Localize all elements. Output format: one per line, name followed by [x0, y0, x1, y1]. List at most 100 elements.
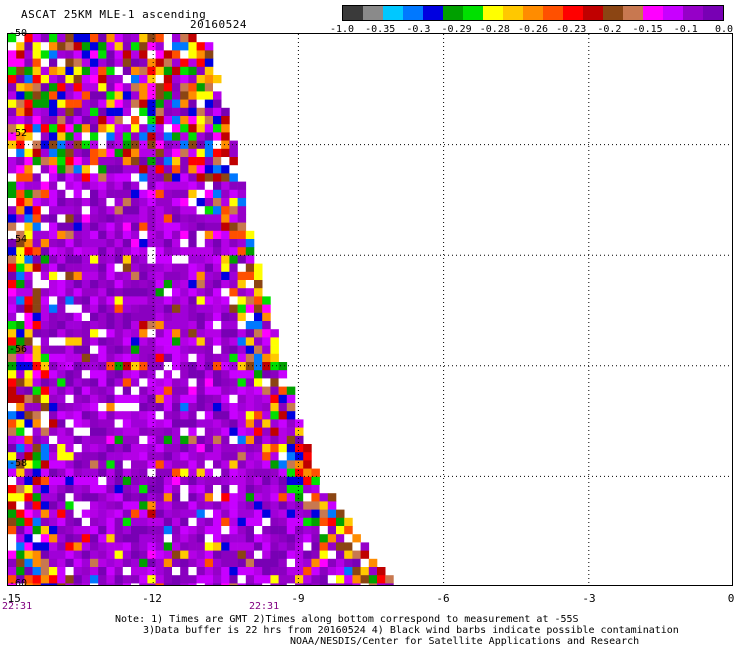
data-cell — [155, 493, 165, 502]
data-cell — [16, 534, 25, 543]
colorbar-swatch — [343, 6, 363, 20]
data-cell — [155, 99, 165, 109]
data-cell — [180, 542, 189, 551]
data-cell — [221, 329, 230, 338]
data-cell — [229, 173, 238, 182]
data-cell — [180, 222, 189, 232]
data-cell — [8, 575, 17, 584]
data-cell — [131, 34, 140, 43]
data-cell — [65, 567, 74, 576]
data-cell — [122, 517, 132, 527]
data-cell — [24, 124, 33, 133]
data-cell — [65, 107, 74, 117]
data-cell — [221, 558, 230, 568]
data-cell — [81, 132, 91, 141]
data-cell — [204, 304, 214, 314]
data-cell — [73, 271, 83, 281]
data-cell — [229, 403, 238, 412]
data-cell — [139, 468, 148, 478]
data-cell — [204, 321, 214, 330]
data-cell — [147, 460, 156, 469]
data-cell — [106, 370, 115, 379]
data-cell — [90, 116, 99, 125]
data-cell — [16, 116, 25, 125]
data-cell — [40, 132, 50, 141]
data-cell — [40, 50, 50, 59]
data-cell — [327, 517, 337, 527]
data-cell — [16, 329, 25, 338]
data-cell — [213, 198, 222, 207]
data-cell — [106, 288, 115, 297]
data-cell — [122, 558, 132, 568]
data-cell — [254, 517, 263, 527]
data-cell — [122, 583, 132, 585]
data-cell — [172, 116, 181, 125]
data-cell — [49, 378, 58, 387]
data-cell — [188, 558, 197, 568]
data-cell — [262, 468, 271, 478]
data-cell — [155, 517, 165, 527]
data-cell — [196, 58, 206, 68]
data-cell — [180, 517, 189, 527]
data-cell — [131, 239, 140, 248]
data-cell — [188, 575, 197, 584]
data-cell — [65, 247, 74, 256]
data-cell — [90, 173, 99, 182]
data-cell — [172, 435, 181, 445]
data-cell — [344, 534, 353, 543]
data-cell — [65, 353, 74, 363]
data-cell — [57, 214, 66, 223]
data-cell — [81, 42, 91, 51]
data-cell — [213, 337, 222, 346]
data-cell — [262, 493, 271, 502]
data-cell — [139, 329, 148, 338]
data-cell — [188, 353, 197, 363]
data-cell — [98, 206, 107, 215]
colorbar-swatch — [383, 6, 403, 20]
data-cell — [270, 370, 279, 379]
data-cell — [254, 493, 263, 502]
data-cell — [245, 247, 255, 256]
data-cell — [172, 517, 181, 527]
data-cell — [155, 550, 165, 560]
data-cell — [147, 247, 156, 256]
colorbar-swatch — [563, 6, 583, 20]
data-cell — [336, 567, 345, 576]
data-cell — [213, 222, 222, 232]
data-cell — [106, 132, 115, 141]
data-cell — [229, 476, 238, 486]
data-cell — [188, 435, 197, 445]
data-cell — [131, 575, 140, 584]
data-cell — [32, 485, 42, 494]
data-cell — [270, 403, 279, 412]
data-cell — [106, 558, 115, 568]
data-cell — [163, 34, 173, 43]
data-cell — [40, 83, 50, 92]
data-cell — [352, 534, 361, 543]
data-cell — [49, 476, 58, 486]
data-cell — [213, 263, 222, 273]
data-cell — [73, 222, 83, 232]
data-cell — [163, 378, 173, 387]
data-cell — [106, 124, 115, 133]
data-cell — [204, 230, 214, 240]
data-cell — [188, 42, 197, 51]
data-cell — [65, 583, 74, 585]
data-cell — [229, 493, 238, 502]
data-cell — [172, 99, 181, 109]
data-cell — [16, 132, 25, 141]
data-cell — [106, 230, 115, 240]
data-cell — [237, 444, 247, 453]
data-cell — [155, 296, 165, 305]
data-cell — [16, 99, 25, 109]
data-cell — [57, 534, 66, 543]
data-cell — [65, 542, 74, 551]
data-cell — [172, 189, 181, 199]
data-cell — [204, 526, 214, 535]
data-cell — [8, 329, 17, 338]
data-cell — [114, 222, 124, 232]
data-cell — [65, 411, 74, 420]
data-cell — [98, 386, 107, 396]
data-cell — [106, 58, 115, 68]
data-cell — [213, 312, 222, 322]
